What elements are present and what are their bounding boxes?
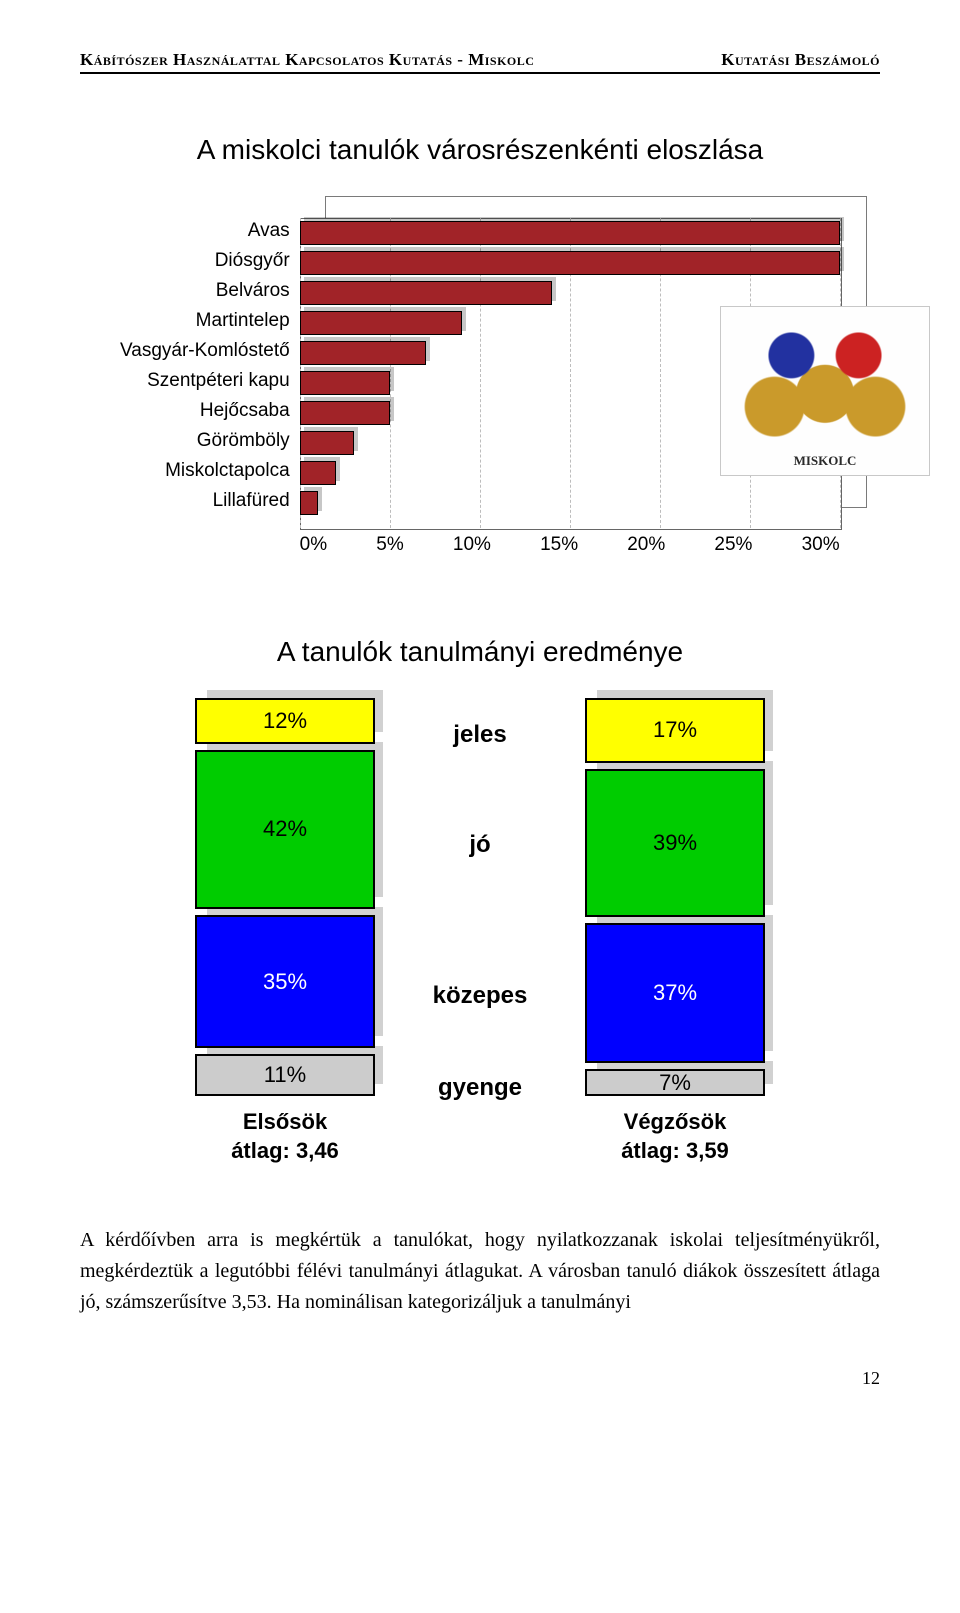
chart1-bar [300,491,318,515]
chart2-series-label: közepes [433,925,528,1068]
chart2-segment: 37% [585,923,765,1064]
chart1-category-label: Lillafüred [213,488,290,514]
chart1-xaxis-tick: 20% [627,534,665,556]
chart1-bar [300,401,390,425]
chart1-bar [300,281,552,305]
chart2-series-label: gyenge [438,1068,522,1108]
body-paragraph: A kérdőívben arra is megkértük a tanulók… [80,1225,880,1318]
chart1-category-label: Miskolctapolca [165,458,290,484]
page-number: 12 [80,1368,880,1389]
chart2-segment: 42% [195,750,375,910]
chart1-category-label: Belváros [216,278,290,304]
chart1-bar [300,251,840,275]
chart2-right-bar: 17%39%37% 7% Végzősökátlag: 3,59 [585,698,765,1165]
chart1-xaxis-tick: 15% [540,534,578,556]
chart1: Avas Diósgyőr Belváros Martintelep Vasgyár-K… [120,196,880,556]
chart1-category-label: Szentpéteri kapu [147,368,290,394]
chart1-category-label: Diósgyőr [215,248,290,274]
chart2: 12% 42%35% 11% Elsősökátlag: 3,46 jelesjókö… [80,698,880,1165]
chart2-segment: 39% [585,769,765,917]
chart2-segment: 11% [195,1054,375,1096]
chart1-category-label: Görömböly [197,428,290,454]
chart1-xaxis-tick: 0% [300,534,327,556]
coat-of-arms: MISKOLC [720,306,930,476]
chart2-segment: 12% [195,698,375,744]
chart1-bar [300,221,840,245]
chart1-category-label: Avas [248,218,290,244]
chart1-bar [300,311,462,335]
chart2-segment: 17% [585,698,765,763]
chart1-category-label: Vasgyár-Komlóstető [120,338,290,364]
chart2-caption: Végzősökátlag: 3,59 [585,1108,765,1165]
chart1-bar [300,431,354,455]
chart1-bar [300,461,336,485]
chart2-left-bar: 12% 42%35% 11% Elsősökátlag: 3,46 [195,698,375,1165]
heraldic-crest-icon [741,317,909,445]
chart2-caption: Elsősökátlag: 3,46 [195,1108,375,1165]
chart1-category-label: Hejőcsaba [200,398,290,424]
chart1-bar [300,371,390,395]
chart2-segment: 7% [585,1069,765,1096]
header-left: Kábítószer Használattal Kapcsolatos Kuta… [80,50,534,70]
chart1-bar [300,341,426,365]
header-right: Kutatási Beszámoló [721,50,880,70]
chart1-xaxis-tick: 10% [453,534,491,556]
chart1-xaxis-tick: 5% [376,534,403,556]
chart1-xaxis-tick: 30% [802,534,840,556]
coa-caption: MISKOLC [794,453,857,469]
chart2-series-label: jeles [453,704,506,765]
chart2-title: A tanulók tanulmányi eredménye [80,636,880,668]
chart2-segment: 35% [195,915,375,1048]
chart1-xaxis-tick: 25% [714,534,752,556]
chart1-title: A miskolci tanulók városrészenkénti elos… [80,134,880,166]
chart2-series-label: jó [469,765,490,925]
chart1-category-label: Martintelep [196,308,290,334]
chart2-mid-labels: jelesjóközepesgyenge [405,704,555,1108]
page-header: Kábítószer Használattal Kapcsolatos Kuta… [80,50,880,74]
